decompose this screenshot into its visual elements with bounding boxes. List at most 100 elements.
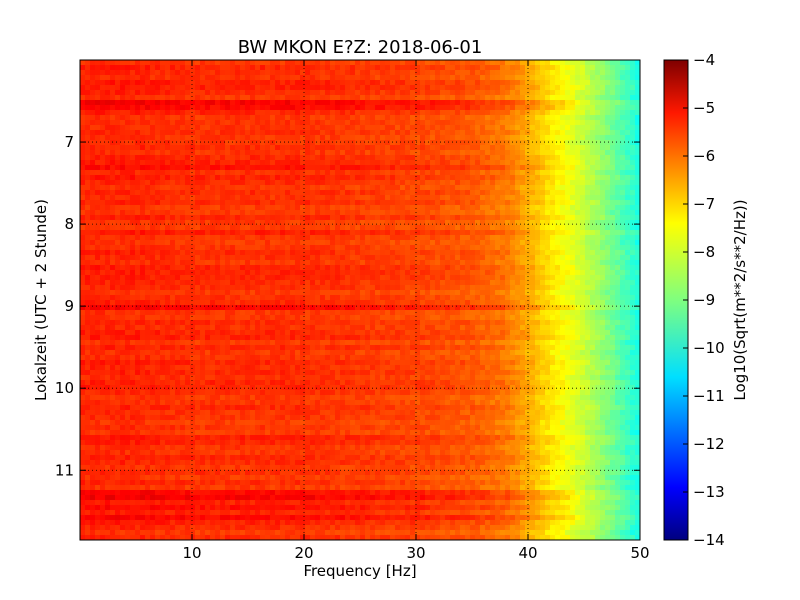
heatmap-cell [355,260,361,266]
heatmap-cell [250,150,256,156]
heatmap-cell [150,220,156,226]
heatmap-cell [480,200,486,206]
heatmap-cell [375,230,381,236]
heatmap-cell [180,230,186,236]
heatmap-cell [385,65,391,71]
heatmap-cell [470,100,476,106]
heatmap-cell [590,250,596,256]
heatmap-cell [370,120,376,126]
heatmap-cell [490,120,496,126]
heatmap-cell [155,165,161,171]
heatmap-cell [510,210,516,216]
heatmap-cell [215,100,221,106]
heatmap-cell [290,135,296,141]
heatmap-cell [155,90,161,96]
heatmap-cell [220,235,226,241]
heatmap-cell [190,250,196,256]
heatmap-cell [125,110,131,116]
heatmap-cell [605,260,611,266]
heatmap-cell [385,270,391,276]
heatmap-cell [185,175,191,181]
heatmap-cell [490,165,496,171]
heatmap-cell [605,140,611,146]
heatmap-cell [370,250,376,256]
heatmap-cell [180,85,186,91]
heatmap-cell [340,180,346,186]
heatmap-cell [250,70,256,76]
heatmap-cell [135,245,141,251]
heatmap-cell [560,145,566,151]
heatmap-cell [110,170,116,176]
heatmap-cell [445,130,451,136]
heatmap-cell [400,115,406,121]
heatmap-cell [195,255,201,261]
heatmap-cell [355,230,361,236]
heatmap-cell [85,240,91,246]
heatmap-cell [245,125,251,131]
heatmap-cell [520,260,526,266]
heatmap-cell [280,145,286,151]
heatmap-cell [455,60,461,66]
heatmap-cell [360,185,366,191]
heatmap-cell [595,105,601,111]
heatmap-cell [385,135,391,141]
heatmap-cell [480,140,486,146]
heatmap-cell [425,195,431,201]
heatmap-cell [500,100,506,106]
heatmap-cell [630,90,636,96]
heatmap-cell [155,205,161,211]
heatmap-cell [285,175,291,181]
heatmap-cell [150,185,156,191]
heatmap-cell [270,100,276,106]
heatmap-cell [625,205,631,211]
heatmap-cell [305,275,311,281]
heatmap-cell [290,115,296,121]
heatmap-cell [500,225,506,231]
heatmap-cell [455,235,461,241]
heatmap-cell [225,265,231,271]
heatmap-cell [200,245,206,251]
heatmap-cell [350,150,356,156]
heatmap-cell [190,70,196,76]
heatmap-cell [630,200,636,206]
heatmap-cell [530,65,536,71]
heatmap-cell [225,95,231,101]
heatmap-cell [220,165,226,171]
heatmap-cell [460,110,466,116]
heatmap-cell [205,100,211,106]
heatmap-cell [570,155,576,161]
heatmap-cell [180,150,186,156]
heatmap-cell [255,240,261,246]
heatmap-cell [105,130,111,136]
heatmap-cell [360,65,366,71]
heatmap-cell [175,275,181,281]
heatmap-cell [210,150,216,156]
heatmap-cell [215,115,221,121]
heatmap-cell [100,200,106,206]
heatmap-cell [105,155,111,161]
heatmap-cell [195,205,201,211]
heatmap-cell [275,205,281,211]
heatmap-cell [360,120,366,126]
heatmap-cell [560,150,566,156]
heatmap-cell [535,155,541,161]
heatmap-cell [485,75,491,81]
heatmap-cell [150,85,156,91]
heatmap-cell [365,215,371,221]
heatmap-cell [625,105,631,111]
heatmap-cell [230,105,236,111]
heatmap-cell [615,195,621,201]
heatmap-cell [635,155,640,161]
heatmap-cell [110,175,116,181]
heatmap-cell [545,120,551,126]
heatmap-cell [530,235,536,241]
heatmap-cell [515,60,521,66]
heatmap-cell [400,250,406,256]
heatmap-cell [515,65,521,71]
heatmap-cell [225,145,231,151]
heatmap-cell [440,165,446,171]
heatmap-cell [375,250,381,256]
heatmap-cell [425,230,431,236]
heatmap-cell [290,270,296,276]
heatmap-cell [170,220,176,226]
